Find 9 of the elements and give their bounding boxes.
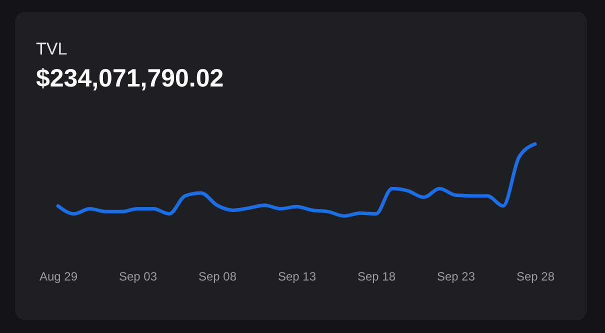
x-tick-label: Sep 03 (118, 270, 158, 284)
x-tick-label: Sep 18 (357, 270, 396, 284)
x-tick-label: Sep 08 (198, 270, 237, 284)
x-tick-label: Sep 13 (278, 270, 316, 284)
x-tick-label: Aug 29 (39, 270, 78, 284)
chart-title: TVL (36, 39, 68, 58)
x-tick-label: Sep 28 (516, 270, 555, 284)
chart-subtitle: $234,071,790.02 (36, 64, 224, 92)
x-tick-label: Sep 23 (436, 270, 476, 284)
